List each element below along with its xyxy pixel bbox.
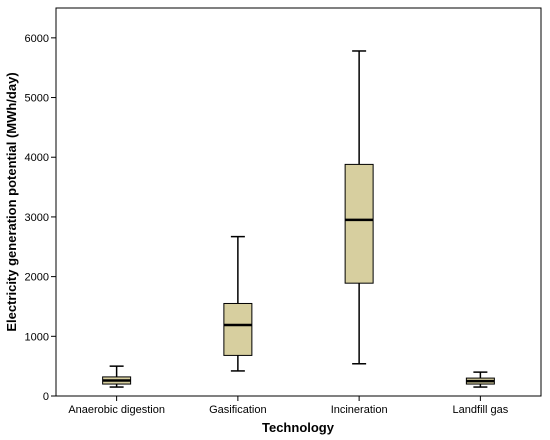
y-axis-title: Electricity generation potential (MWh/da…	[4, 72, 19, 331]
iqr-box	[344, 163, 374, 284]
x-axis-title: Technology	[262, 420, 335, 435]
boxes	[102, 50, 495, 388]
y-tick-label: 1000	[25, 331, 49, 343]
x-tick-label: Incineration	[331, 404, 388, 416]
y-tick-label: 5000	[25, 93, 49, 105]
y-tick-label: 2000	[25, 272, 49, 284]
iqr-box	[223, 302, 253, 356]
box-gasification	[223, 235, 253, 372]
y-tick-label: 3000	[25, 212, 49, 224]
box-anaerobic-digestion	[102, 365, 132, 388]
x-tick-label: Landfill gas	[453, 404, 509, 416]
x-tick-label: Anaerobic digestion	[68, 404, 165, 416]
y-tick-label: 0	[43, 391, 49, 403]
box-landfill-gas	[465, 371, 495, 388]
y-tick-label: 6000	[25, 33, 49, 45]
x-axis: Anaerobic digestion Gasification Incinerat…	[68, 396, 509, 416]
x-tick-label: Gasification	[209, 404, 266, 416]
y-axis: 0 1000 2000 3000 4000 5000 6000	[25, 33, 56, 403]
plot-frame	[55, 7, 542, 397]
y-tick-label: 4000	[25, 152, 49, 164]
box-incineration	[344, 50, 374, 365]
